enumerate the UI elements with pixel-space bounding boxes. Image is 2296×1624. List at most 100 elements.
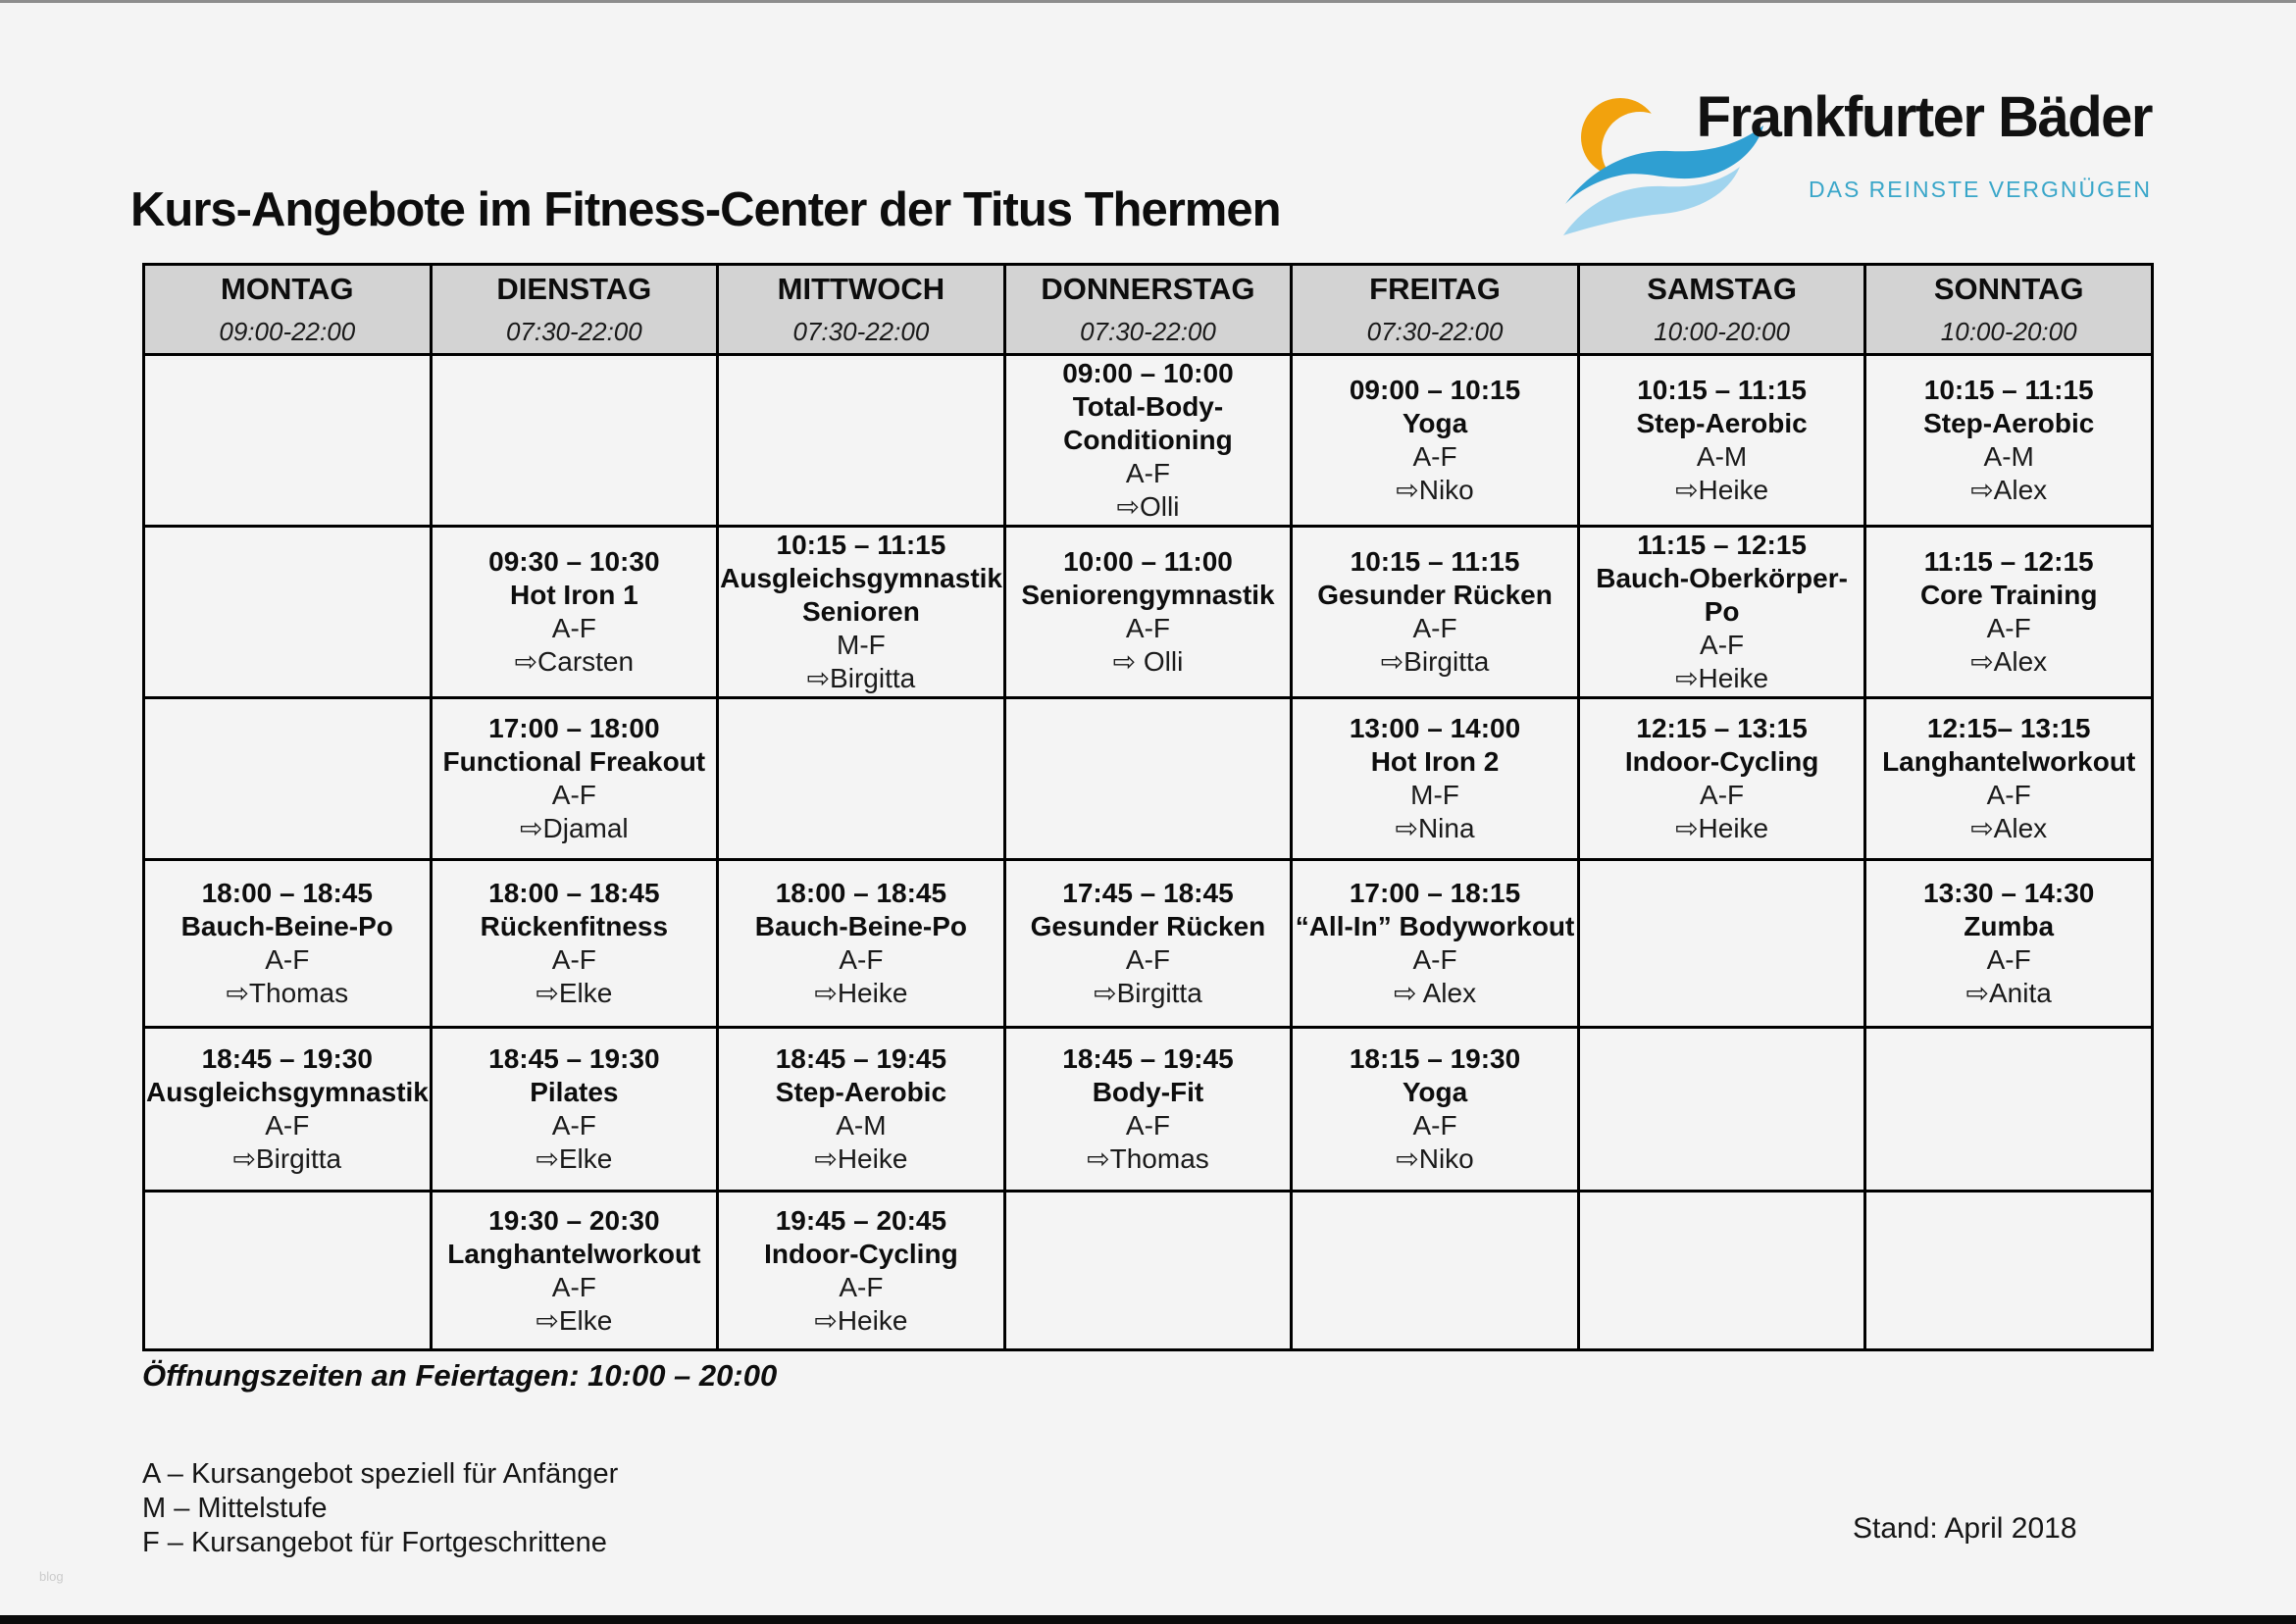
course-level: A-F xyxy=(1125,1110,1171,1141)
course-level: A-F xyxy=(1125,458,1171,488)
course-level: A-F xyxy=(551,613,596,643)
course-cell: 18:00 – 18:45 Bauch-Beine-Po A-F ⇨Thomas xyxy=(142,858,433,1029)
bottom-border-bar xyxy=(0,1615,2296,1624)
course-cell: 09:00 – 10:00 Total-Body-Conditioning A-F ⇨… xyxy=(1002,353,1294,528)
course-time: 10:15 – 11:15 xyxy=(776,530,946,560)
course-name: Hot Iron 1 xyxy=(510,580,638,610)
course-level: A-F xyxy=(1412,613,1457,643)
course-time: 13:30 – 14:30 xyxy=(1923,878,2095,908)
day-header-samstag: SAMSTAG 10:00-20:00 xyxy=(1576,263,1867,356)
course-level: A-F xyxy=(551,1110,596,1141)
course-name: Yoga xyxy=(1402,408,1468,438)
course-level: A-F xyxy=(1986,613,2031,643)
course-time: 18:45 – 19:30 xyxy=(201,1043,373,1074)
course-name: Langhantelworkout xyxy=(447,1238,701,1269)
course-trainer: ⇨Birgitta xyxy=(1380,646,1490,677)
course-cell: 12:15– 13:15 Langhantelworkout A-F ⇨Alex xyxy=(1863,696,2154,861)
course-trainer: ⇨Alex xyxy=(1970,813,2048,843)
course-cell: 12:15 – 13:15 Indoor-Cycling A-F ⇨Heike xyxy=(1576,696,1867,861)
course-time: 19:30 – 20:30 xyxy=(488,1204,660,1236)
day-hours: 07:30-22:00 xyxy=(1366,317,1504,346)
course-trainer: ⇨Niko xyxy=(1396,1143,1474,1174)
course-cell: 17:00 – 18:00 Functional Freakout A-F ⇨Djam… xyxy=(429,696,720,861)
course-name: Ausgleichsgymnastik Senioren xyxy=(720,563,1002,627)
empty-cell xyxy=(142,696,433,861)
level-legend: A – Kursangebot speziell für Anfänger M … xyxy=(142,1457,618,1560)
course-level: A-F xyxy=(1125,613,1171,643)
course-time: 10:00 – 11:00 xyxy=(1063,546,1233,577)
day-name: SONNTAG xyxy=(1933,272,2084,306)
course-trainer: ⇨Elke xyxy=(536,1304,613,1336)
course-time: 09:30 – 10:30 xyxy=(488,546,660,577)
course-cell: 10:15 – 11:15 Ausgleichsgymnastik Seniore… xyxy=(716,525,1006,699)
course-time: 10:15 – 11:15 xyxy=(1923,375,2094,405)
version-date: Stand: April 2018 xyxy=(1853,1512,2077,1545)
course-time: 19:45 – 20:45 xyxy=(775,1204,947,1236)
course-time: 09:00 – 10:15 xyxy=(1349,375,1521,405)
course-cell: 10:15 – 11:15 Gesunder Rücken A-F ⇨Birgitta xyxy=(1290,525,1580,699)
schedule-row: 09:30 – 10:30 Hot Iron 1 A-F ⇨Carsten 10:15 … xyxy=(142,525,2154,699)
empty-cell xyxy=(716,353,1006,528)
course-time: 17:00 – 18:15 xyxy=(1349,878,1521,908)
course-level: A-F xyxy=(1700,630,1745,660)
course-cell: 19:45 – 20:45 Indoor-Cycling A-F ⇨Heike xyxy=(716,1190,1006,1351)
course-trainer: ⇨Djamal xyxy=(520,813,629,843)
course-name: Indoor-Cycling xyxy=(764,1238,958,1269)
course-name: Gesunder Rücken xyxy=(1030,911,1266,941)
course-time: 10:15 – 11:15 xyxy=(1637,375,1807,405)
course-trainer: ⇨ Olli xyxy=(1112,646,1184,677)
empty-cell xyxy=(1002,1190,1294,1351)
course-schedule-table: MONTAG 09:00-22:00 DIENSTAG 07:30-22:00 MITT… xyxy=(142,263,2154,1351)
course-trainer: ⇨Elke xyxy=(536,978,613,1008)
course-cell: 19:30 – 20:30 Langhantelworkout A-F ⇨Elke xyxy=(429,1190,720,1351)
course-time: 11:15 – 12:15 xyxy=(1637,530,1807,560)
course-time: 13:00 – 14:00 xyxy=(1349,713,1521,743)
course-name: Step-Aerobic xyxy=(1923,408,2095,438)
empty-cell xyxy=(1576,858,1867,1029)
empty-cell xyxy=(142,353,433,528)
course-level: A-F xyxy=(1700,780,1745,810)
course-level: A-F xyxy=(1986,944,2031,975)
course-cell: 10:15 – 11:15 Step-Aerobic A-M ⇨Alex xyxy=(1863,353,2154,528)
day-name: DONNERSTAG xyxy=(1041,272,1255,306)
course-name: “All-In” Bodyworkout xyxy=(1295,911,1575,941)
day-header-montag: MONTAG 09:00-22:00 xyxy=(142,263,433,356)
course-cell: 10:00 – 11:00 Seniorengymnastik A-F ⇨ Olli xyxy=(1002,525,1294,699)
legend-line-f: F – Kursangebot für Fortgeschrittene xyxy=(142,1527,607,1558)
course-name: Step-Aerobic xyxy=(1636,408,1808,438)
day-hours: 07:30-22:00 xyxy=(1080,317,1216,346)
empty-cell xyxy=(1002,696,1294,861)
course-level: A-F xyxy=(1412,944,1457,975)
course-level: A-M xyxy=(1983,441,2034,472)
course-level: A-M xyxy=(1696,441,1748,472)
course-level: A-F xyxy=(1125,944,1171,975)
course-cell: 18:45 – 19:45 Step-Aerobic A-M ⇨Heike xyxy=(716,1026,1006,1193)
day-name: MITTWOCH xyxy=(777,272,945,306)
day-name: DIENSTAG xyxy=(496,272,652,306)
course-trainer: ⇨Heike xyxy=(814,1304,908,1336)
schedule-row: 19:30 – 20:30 Langhantelworkout A-F ⇨Elke 19… xyxy=(142,1190,2154,1351)
course-cell: 18:15 – 19:30 Yoga A-F ⇨Niko xyxy=(1290,1026,1580,1193)
course-name: Body-Fit xyxy=(1092,1077,1204,1107)
course-trainer: ⇨Alex xyxy=(1970,475,2048,505)
course-name: Step-Aerobic xyxy=(775,1077,947,1107)
course-trainer: ⇨ Alex xyxy=(1393,978,1477,1008)
course-level: A-F xyxy=(265,944,310,975)
course-trainer: ⇨Niko xyxy=(1396,475,1474,505)
course-trainer: ⇨Heike xyxy=(1675,475,1769,505)
course-name: Bauch-Beine-Po xyxy=(180,911,393,941)
schedule-row: 18:00 – 18:45 Bauch-Beine-Po A-F ⇨Thomas 18:… xyxy=(142,858,2154,1029)
holiday-hours-note: Öffnungszeiten an Feiertagen: 10:00 – 20… xyxy=(142,1358,778,1393)
day-header-sonntag: SONNTAG 10:00-20:00 xyxy=(1863,263,2154,356)
day-hours: 09:00-22:00 xyxy=(219,317,356,346)
page-title: Kurs-Angebote im Fitness-Center der Titu… xyxy=(130,183,1282,236)
schedule-row: 17:00 – 18:00 Functional Freakout A-F ⇨Djam… xyxy=(142,696,2154,861)
day-hours: 07:30-22:00 xyxy=(505,317,642,346)
course-time: 12:15 – 13:15 xyxy=(1636,713,1808,743)
legend-line-a: A – Kursangebot speziell für Anfänger xyxy=(142,1458,619,1490)
course-name: Langhantelworkout xyxy=(1882,746,2136,777)
course-cell: 09:00 – 10:15 Yoga A-F ⇨Niko xyxy=(1290,353,1580,528)
course-level: A-F xyxy=(551,780,596,810)
frankfurter-baeder-logo: Frankfurter Bäder DAS REINSTE VERGNÜGEN xyxy=(1561,76,2156,245)
